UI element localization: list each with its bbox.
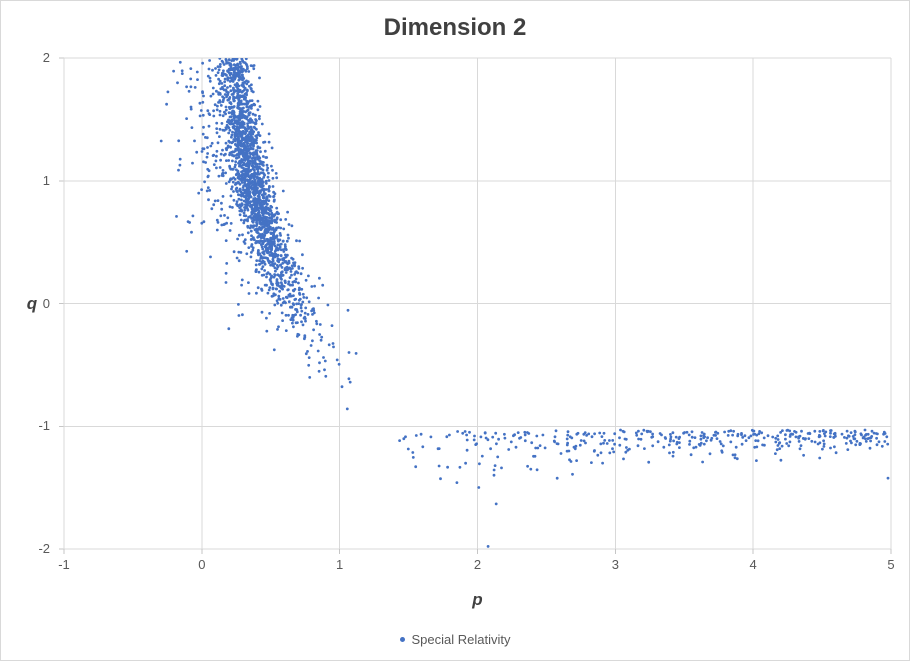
x-axis-tick-label: 0 <box>198 557 206 572</box>
y-axis-tick-label: 1 <box>42 172 50 188</box>
x-axis-tick-label: -1 <box>58 557 70 572</box>
y-axis-title: q <box>26 294 38 313</box>
y-axis-tick-label: -1 <box>38 418 50 434</box>
x-axis-tick-label: 1 <box>336 557 344 572</box>
x-axis-tick-label: 2 <box>473 557 482 572</box>
legend-marker-dot <box>399 636 405 642</box>
y-axis-tick-label: 0 <box>42 295 50 311</box>
legend: Special Relativity <box>1 629 909 649</box>
scatter-points <box>159 58 890 548</box>
legend-label: Special Relativity <box>411 631 511 647</box>
y-axis-tick-label: -2 <box>38 541 50 556</box>
y-axis-tick-label: 2 <box>42 50 50 65</box>
x-axis-title: p <box>472 590 483 609</box>
x-axis-tick-label: 3 <box>611 557 619 572</box>
x-axis-tick-label: 5 <box>887 557 895 572</box>
chart-title: Dimension 2 <box>383 14 527 41</box>
x-axis-tick-label: 4 <box>749 557 757 572</box>
